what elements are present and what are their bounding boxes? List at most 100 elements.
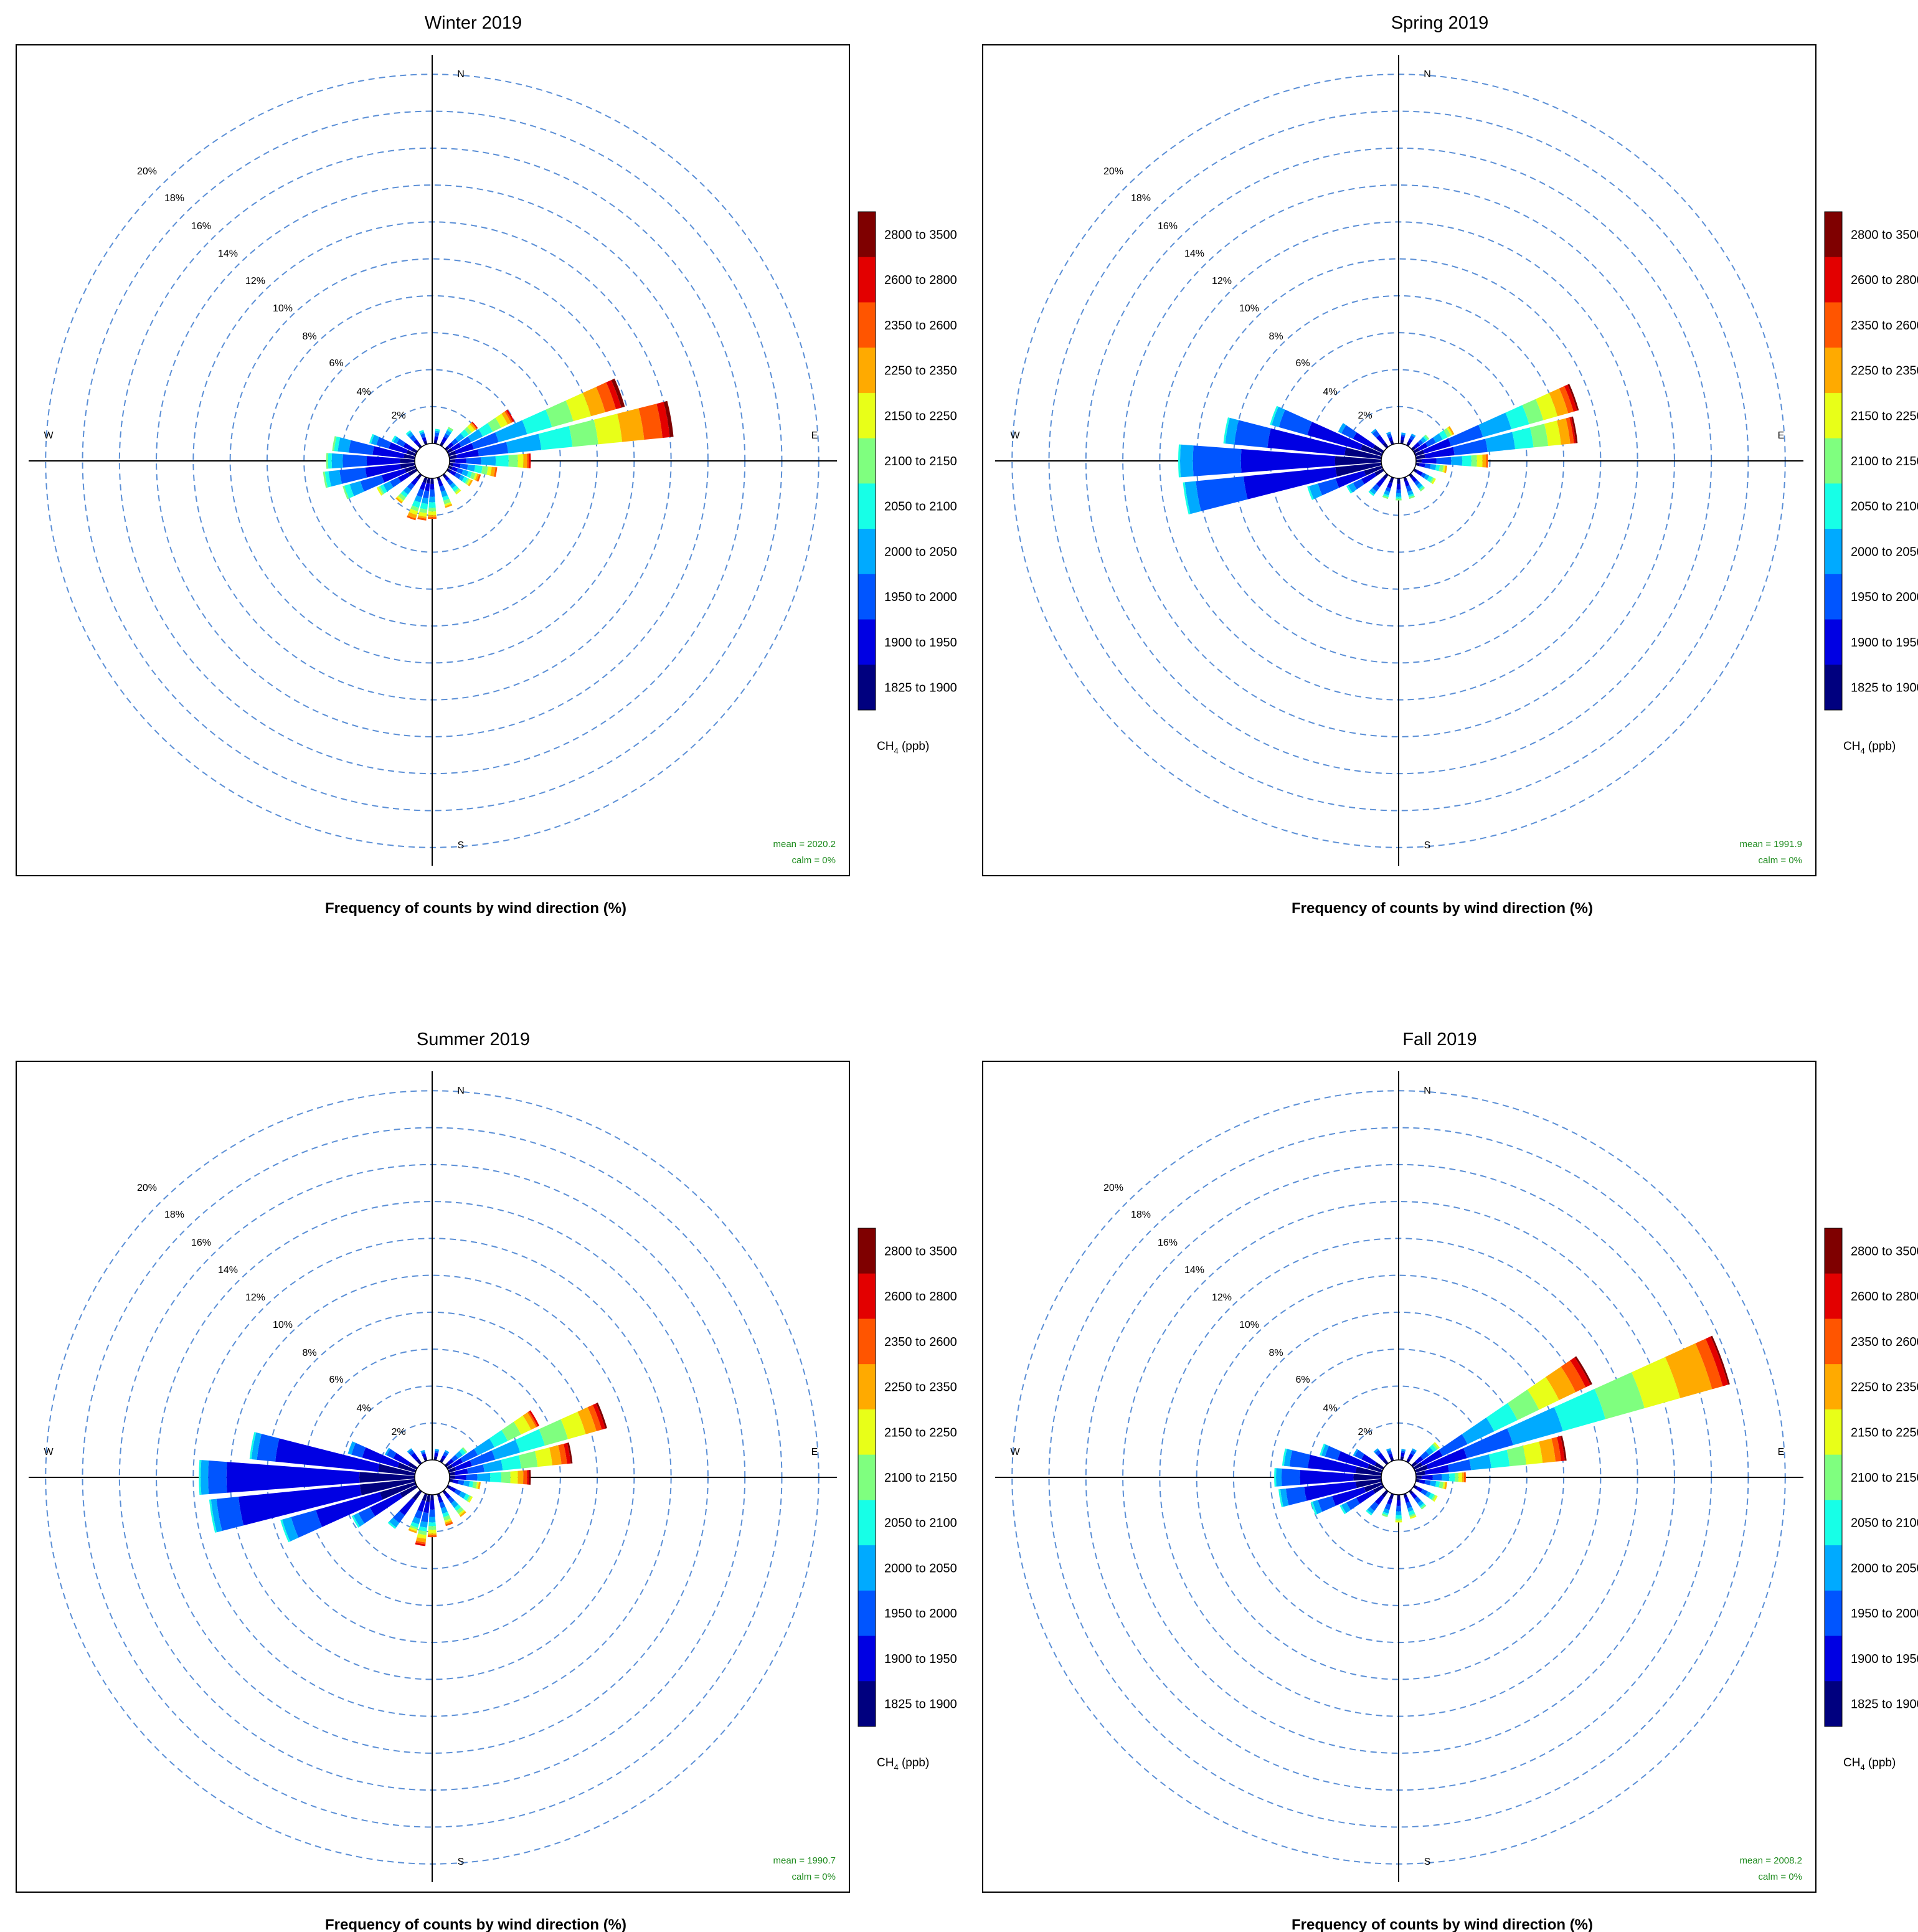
petal-segment-70-7: [560, 1411, 586, 1439]
petal-segment-70-6: [1594, 1372, 1645, 1419]
petal-segment-260-3: [216, 1497, 244, 1531]
petal-segment-300-1: [408, 1462, 418, 1470]
petal-segment-180-7: [1395, 1520, 1402, 1523]
windrose-panel-2: Spring 2019 N E S W 2% 4% 6% 8% 10% 12% 14% 16% 18% 20…: [982, 13, 1918, 917]
petal-segment-100-6: [1438, 465, 1444, 472]
petal-segment-240-1: [408, 468, 418, 476]
petal-segment-120-5: [1427, 475, 1433, 483]
petal-segment-240-5: [351, 1515, 360, 1528]
petal-segment-80-7: [535, 1447, 552, 1467]
legend-swatch: [1825, 529, 1842, 575]
petal-segment-70-1: [1414, 1464, 1428, 1473]
petal-segment-120-6: [465, 478, 470, 485]
petal-segment-60-2: [1420, 1449, 1443, 1466]
petal-segment-50-6: [464, 427, 472, 435]
petal-segment-60-4: [474, 1438, 494, 1456]
ring-label: 12%: [1212, 276, 1232, 286]
petal-segment-180-5: [1396, 496, 1402, 499]
petal-segment-160-4: [441, 490, 448, 498]
petal-segment-140-4: [1416, 482, 1423, 489]
petal-segment-220-1: [412, 1490, 422, 1501]
petal-segment-120-6: [1431, 1494, 1436, 1501]
petal-segment-190-1: [426, 1494, 431, 1502]
petal-segment-340-1: [1390, 1457, 1394, 1462]
petal-segment-30-4: [444, 1450, 450, 1454]
petal-segment-70-7: [565, 392, 592, 422]
petal-segment-190-8: [416, 1537, 427, 1543]
petal-segment-90-5: [489, 1472, 502, 1483]
panel-title: Spring 2019: [1391, 13, 1488, 33]
petal-segment-220-3: [1369, 1502, 1379, 1511]
petal-segment-340-4: [1386, 1448, 1391, 1452]
petal-segment-270-3: [208, 1461, 227, 1494]
petal-segment-180-5: [1396, 1515, 1402, 1519]
petal-segment-70-3: [471, 432, 499, 450]
petal-segment-250-4: [1312, 1500, 1323, 1515]
ring-label: 6%: [1295, 1375, 1310, 1385]
calm-circle: [1381, 443, 1417, 479]
petal-segment-30-5: [446, 429, 453, 433]
petal-segment-100-5: [1435, 1481, 1440, 1488]
petal-segment-120-6: [1430, 477, 1435, 483]
petal-segment-280-4: [251, 1432, 262, 1460]
ring-label: 12%: [245, 1292, 265, 1303]
petal-segment-100-8: [490, 466, 496, 477]
petal-segment-200-2: [419, 481, 426, 490]
petal-segment-190-3: [421, 1512, 429, 1523]
petal-segment-280-2: [1267, 428, 1346, 456]
legend-label: 2100 to 2150: [1851, 455, 1918, 468]
petal-segment-290-1: [397, 1462, 417, 1473]
petal-segment-60-5: [1486, 1403, 1518, 1432]
compass-e: E: [811, 1447, 818, 1457]
panel-title: Summer 2019: [417, 1030, 530, 1049]
petal-segment-200-6: [1381, 1513, 1388, 1517]
petal-segment-240-2: [1356, 1489, 1376, 1504]
petal-segment-120-5: [461, 476, 468, 483]
legend-label: 1900 to 1950: [1851, 636, 1918, 650]
legend-label: 2600 to 2800: [1851, 1290, 1918, 1304]
petal-segment-60-2: [1417, 442, 1428, 451]
petal-segment-200-2: [1387, 1498, 1392, 1505]
petal-segment-160-1: [1403, 476, 1407, 481]
petal-segment-140-2: [1410, 1492, 1417, 1499]
petal-segment-10-1: [433, 1456, 438, 1461]
petal-segment-200-3: [417, 488, 424, 498]
legend-swatch: [1825, 392, 1842, 439]
petal-segment-290-1: [1368, 1464, 1383, 1473]
petal-segment-250-3: [291, 1510, 323, 1538]
petal-segment-80-1: [1415, 454, 1425, 460]
petal-segment-50-2: [447, 1459, 454, 1466]
legend-swatch: [1825, 1364, 1842, 1410]
legend-swatch: [1825, 438, 1842, 484]
petal-segment-340-3: [1387, 1449, 1392, 1455]
ring-label: 16%: [1158, 221, 1178, 232]
petal-segment-140-4: [1417, 1500, 1424, 1507]
petal-segment-220-4: [1367, 1507, 1375, 1514]
legend-label: 2150 to 2250: [1851, 409, 1918, 423]
petal-segment-50-4: [455, 433, 465, 442]
petal-segment-90-7: [517, 454, 524, 468]
petal-segment-160-9: [445, 1522, 453, 1527]
petal-segment-220-2: [411, 477, 419, 486]
petal-segment-140-6: [1419, 486, 1425, 492]
windrose-panel-1: Winter 2019 N E S W 2% 4% 6% 8% 10% 12% 14% 16% 18% 20…: [16, 13, 957, 917]
petal-segment-60-7: [495, 414, 508, 428]
petal-segment-140-2: [1410, 476, 1417, 483]
petal-segment-70-4: [1507, 1407, 1563, 1446]
legend-swatch: [858, 438, 876, 484]
petal-segment-160-5: [442, 1512, 450, 1517]
petal-segment-140-2: [444, 476, 450, 481]
petal-segment-140-3: [1414, 480, 1420, 486]
ring-label: 12%: [1212, 1292, 1232, 1303]
petal-segment-60-5: [478, 423, 493, 437]
calm-label: calm = 0%: [1759, 855, 1802, 866]
ring-label: 18%: [164, 1210, 184, 1220]
petal-segment-100-5: [474, 465, 483, 474]
ring-label: 16%: [1158, 1238, 1178, 1248]
petal-segment-280-5: [1223, 417, 1230, 444]
petal-segment-160-8: [445, 503, 453, 508]
petal-segment-60-9: [527, 1411, 538, 1428]
petal-segment-200-5: [1382, 1512, 1389, 1516]
petal-segment-240-1: [1372, 1485, 1384, 1494]
petal-segment-280-5: [334, 436, 341, 452]
